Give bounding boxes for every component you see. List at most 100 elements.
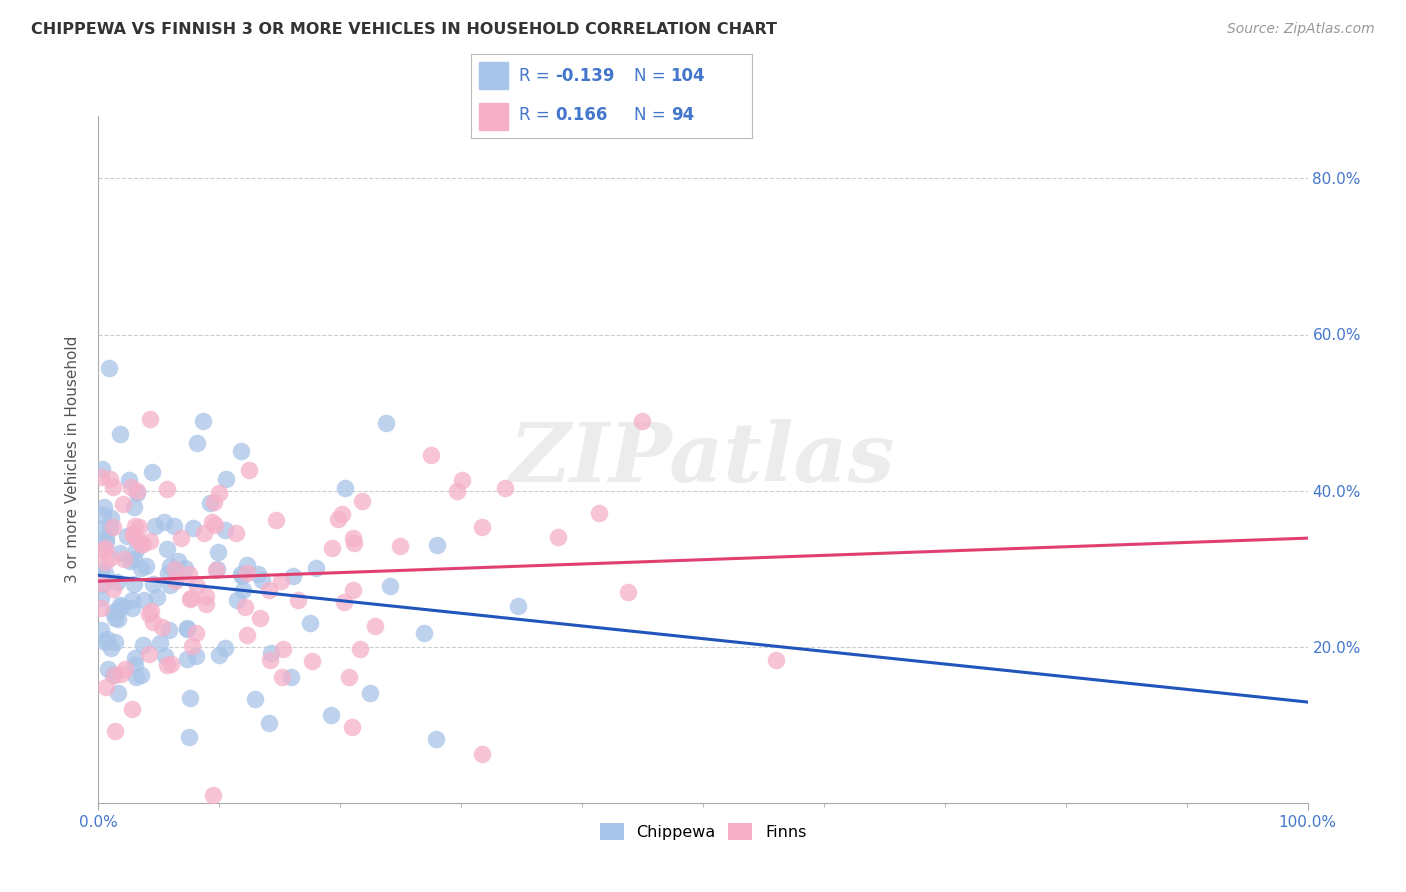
Point [342,583,364,598]
Point [232,582,254,597]
Point [333,481,356,495]
Point [107,686,129,700]
Point [451,473,474,487]
Point [156,658,179,673]
Point [105,574,128,589]
Point [127,483,149,498]
Point [198,496,221,510]
Point [90,591,112,606]
Point [249,611,271,625]
Point [471,747,494,762]
Point [260,646,283,660]
Point [93,555,115,569]
Point [208,648,231,663]
Point [111,497,134,511]
Point [117,528,139,542]
Point [446,484,468,499]
Point [131,638,153,652]
Point [177,730,200,744]
Point [176,652,198,666]
Point [121,601,143,615]
Point [208,486,231,500]
Point [121,592,143,607]
Point [271,670,294,684]
Point [127,533,149,547]
Point [94,541,117,556]
Point [107,612,129,626]
Point [287,593,309,607]
Point [94,634,117,648]
Point [494,481,516,495]
Text: CHIPPEWA VS FINNISH 3 OR MORE VEHICLES IN HOUSEHOLD CORRELATION CHART: CHIPPEWA VS FINNISH 3 OR MORE VEHICLES I… [31,22,778,37]
Y-axis label: 3 or more Vehicles in Household: 3 or more Vehicles in Household [65,335,80,583]
Point [229,443,252,458]
Point [135,558,157,573]
Point [179,591,201,606]
Point [195,589,218,603]
Point [159,559,181,574]
Point [124,657,146,672]
Point [352,494,374,508]
Point [321,541,343,556]
Point [195,597,218,611]
Text: 104: 104 [671,67,706,85]
Point [138,533,160,548]
Point [305,561,328,575]
Point [101,520,124,534]
Point [205,562,228,576]
Point [90,563,112,577]
Point [104,635,127,649]
Point [132,593,155,607]
Point [176,621,198,635]
Point [233,599,256,614]
Point [100,640,122,655]
Point [160,657,183,671]
Point [179,566,201,581]
Point [202,788,225,802]
Point [129,536,152,550]
Point [342,531,364,545]
Text: 94: 94 [671,105,695,123]
Point [547,530,569,544]
Point [125,543,148,558]
Point [280,669,302,683]
Point [90,469,112,483]
Legend: Chippewa, Finns: Chippewa, Finns [593,817,813,847]
Point [163,519,186,533]
Point [364,619,387,633]
Point [149,636,172,650]
Point [141,465,163,479]
Point [340,721,363,735]
Text: N =: N = [634,67,671,85]
Point [243,691,266,706]
Point [132,537,155,551]
Point [112,552,135,566]
Point [90,624,112,638]
Point [378,579,401,593]
Text: Source: ZipAtlas.com: Source: ZipAtlas.com [1227,22,1375,37]
Point [146,590,169,604]
Point [214,641,236,656]
Point [91,576,114,591]
Point [91,542,114,557]
Point [225,593,247,607]
Point [388,539,411,553]
Point [104,611,127,625]
Point [114,663,136,677]
Point [247,566,270,581]
Point [337,670,360,684]
Point [138,647,160,661]
Point [96,632,118,646]
Point [349,642,371,657]
Point [471,520,494,534]
Point [765,653,787,667]
Point [159,623,181,637]
Bar [479,62,508,89]
Point [616,585,638,599]
Point [138,607,160,622]
Text: 0.166: 0.166 [555,105,607,123]
Point [97,662,120,676]
Point [235,566,257,580]
Point [101,605,124,619]
Point [165,562,187,576]
